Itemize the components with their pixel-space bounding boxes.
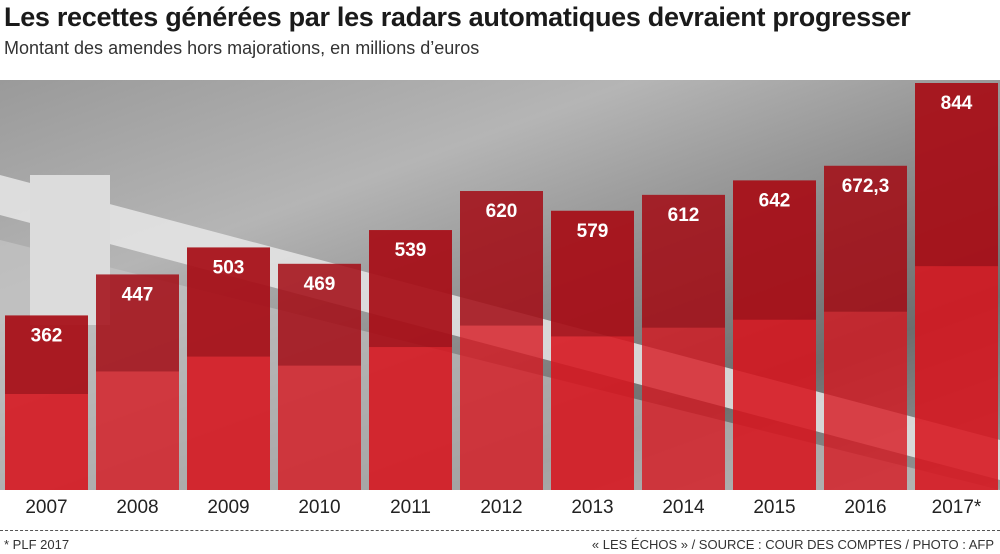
x-tick-label: 2015 xyxy=(753,497,796,518)
data-label: 844 xyxy=(941,93,973,114)
data-label: 362 xyxy=(31,325,63,346)
x-tick-label: 2014 xyxy=(662,497,705,518)
bar-shade xyxy=(551,210,634,337)
bar-shade xyxy=(824,165,907,312)
x-tick-label: 2009 xyxy=(207,497,250,518)
bar-2011 xyxy=(369,230,452,490)
source-credit: « LES ÉCHOS » / SOURCE : COUR DES COMPTE… xyxy=(591,537,994,552)
data-label: 539 xyxy=(395,240,427,261)
data-label: 620 xyxy=(486,201,518,222)
data-label: 469 xyxy=(304,274,336,295)
x-tick-label: 2012 xyxy=(480,497,523,518)
bar-2010 xyxy=(278,263,361,490)
bar-shade xyxy=(460,191,543,326)
bar-shade xyxy=(96,274,179,372)
bar-2009 xyxy=(187,247,270,490)
bar-shade xyxy=(733,180,816,320)
bar-2008 xyxy=(96,274,179,490)
x-tick-label: 2007 xyxy=(25,497,68,518)
bar-shade xyxy=(915,83,998,267)
x-tick-label: 2013 xyxy=(571,497,614,518)
bar-shade xyxy=(642,194,725,328)
bar-shade xyxy=(278,263,361,366)
data-label: 579 xyxy=(577,221,609,242)
x-tick-label: 2008 xyxy=(116,497,159,518)
chart-title: Les recettes générées par les radars aut… xyxy=(4,2,911,32)
divider xyxy=(0,530,1000,531)
plot-area: 362 447 503 469 539 620 579 612 642 672,3 844 xyxy=(0,80,1000,490)
data-label: 503 xyxy=(213,257,245,278)
data-label: 612 xyxy=(668,205,700,226)
bar-2016 xyxy=(824,165,907,490)
bar-shade xyxy=(5,315,88,394)
data-label: 672,3 xyxy=(842,176,890,197)
data-label: 642 xyxy=(759,190,791,211)
footnote: * PLF 2017 xyxy=(4,537,70,552)
chart-subtitle: Montant des amendes hors majorations, en… xyxy=(4,38,480,58)
bar-shade xyxy=(369,230,452,348)
bar-2012 xyxy=(460,191,543,490)
bar-2014 xyxy=(642,194,725,490)
x-tick-label: 2017* xyxy=(931,497,982,518)
bar-2013 xyxy=(551,210,634,490)
x-tick-label: 2016 xyxy=(844,497,887,518)
bar-2015 xyxy=(733,180,816,490)
bar-2017* xyxy=(915,83,998,490)
bar-2007 xyxy=(5,315,88,490)
bar-shade xyxy=(187,247,270,357)
x-tick-label: 2011 xyxy=(390,497,431,518)
x-tick-label: 2010 xyxy=(298,497,341,518)
data-label: 447 xyxy=(122,284,154,305)
bars: 362 447 503 469 539 620 579 612 642 672,3 844 xyxy=(5,83,998,490)
